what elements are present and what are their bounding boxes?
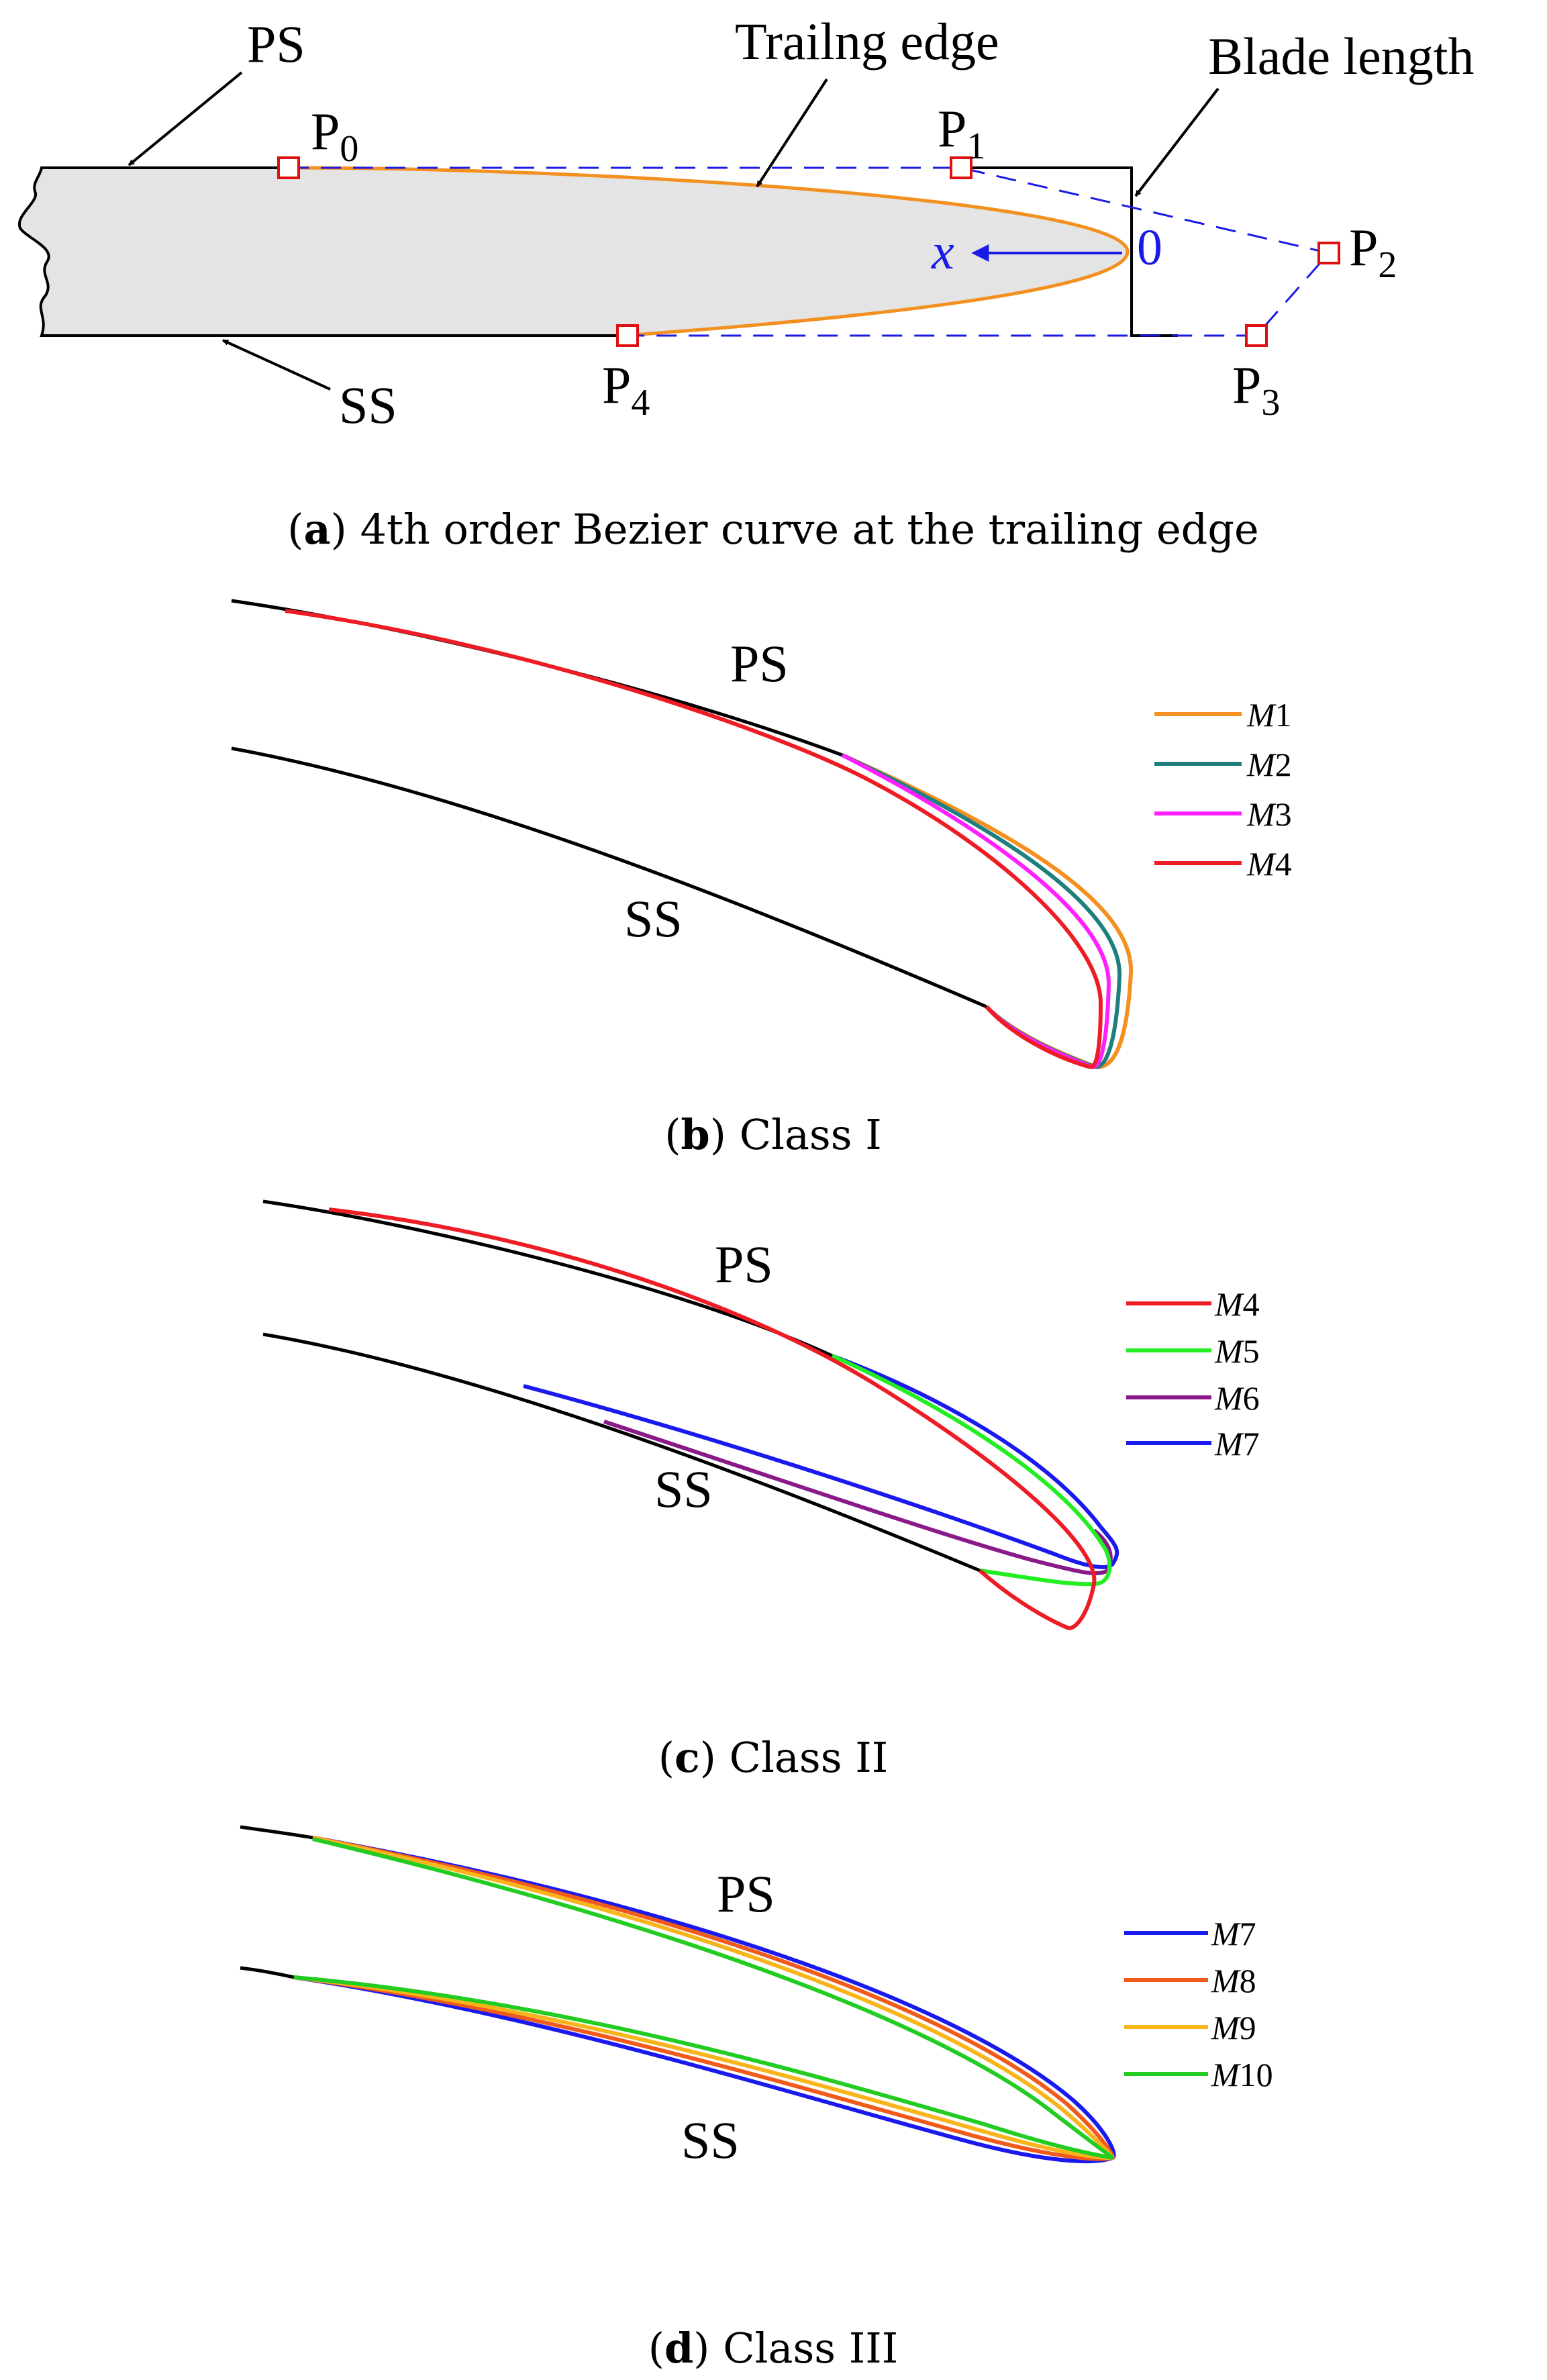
trailing-edge-leader-arrow <box>756 78 828 188</box>
legend-c-label-m4: M4 <box>1214 1285 1260 1323</box>
legend-b: M1 M2 M3 M4 <box>1154 696 1292 883</box>
ps-label-d: PS <box>717 1865 775 1923</box>
ps-label-c: PS <box>715 1235 773 1293</box>
curve-m5 <box>831 1354 1112 1587</box>
blade-length-leader-arrow <box>1134 87 1219 197</box>
legend-c-label-m6: M6 <box>1214 1379 1260 1417</box>
curve-m9-ps <box>312 1836 1115 2159</box>
control-point-p4-label: P4 <box>602 356 650 424</box>
curve-m10-ps <box>312 1837 1114 2160</box>
ps-label: PS <box>247 15 305 73</box>
legend-b-label-m1: M1 <box>1246 696 1292 734</box>
curve-m2 <box>841 753 1122 1070</box>
ps-label-b: PS <box>730 634 789 693</box>
curve-m3 <box>841 753 1111 1070</box>
legend-b-label-m3: M3 <box>1246 795 1292 833</box>
legend-d: M7 M8 M9 M10 <box>1124 1915 1273 2093</box>
ss-baseline-curve-c <box>262 1332 981 1573</box>
control-point-p0-label: P0 <box>311 102 358 170</box>
ps-leader-arrow <box>128 71 243 166</box>
control-point-p2-marker <box>1317 242 1340 264</box>
curve-m7 <box>523 1354 1119 1569</box>
ss-label-b: SS <box>624 889 683 948</box>
ss-stub-d <box>240 1966 295 1979</box>
control-point-p1-label: P1 <box>938 99 985 167</box>
control-point-p0-marker <box>277 156 300 179</box>
legend-d-label-m8: M8 <box>1211 1962 1256 1999</box>
panel-d: PS SS M7 M8 M9 M10 (d) Class III <box>240 1825 1273 2373</box>
control-point-p1-marker <box>950 156 972 179</box>
caption-b: (b) Class I <box>664 1110 882 1159</box>
ss-label-c: SS <box>654 1460 713 1518</box>
curve-m8-ps <box>312 1836 1115 2159</box>
ss-label: SS <box>339 376 397 434</box>
curve-m4-c <box>328 1207 1097 1630</box>
legend-d-label-m10: M10 <box>1211 2056 1273 2093</box>
caption-c: (c) Class II <box>658 1733 888 1782</box>
curve-m9-ss <box>293 1975 1113 2161</box>
legend-d-label-m9: M9 <box>1211 2009 1256 2046</box>
caption-d: (d) Class III <box>648 2324 899 2373</box>
panel-a: x 0 PS SS Trailng edge Blade length P0 P… <box>17 12 1474 554</box>
blade-length-label: Blade length <box>1208 27 1474 85</box>
curve-m7-ss <box>293 1975 1114 2164</box>
panel-b: PS SS M1 M2 M3 M4 (b) Class I <box>231 599 1292 1159</box>
curve-m4 <box>285 609 1103 1070</box>
control-point-p2-label: P2 <box>1349 218 1397 286</box>
control-point-p3-label: P3 <box>1232 356 1280 424</box>
origin-label: 0 <box>1137 219 1162 276</box>
legend-c-label-m7: M7 <box>1214 1425 1260 1462</box>
legend-b-label-m4: M4 <box>1246 845 1292 883</box>
blade-body <box>19 168 1128 336</box>
blade-outline <box>17 166 624 337</box>
caption-a: (a) 4th order Bezier curve at the traili… <box>287 505 1258 554</box>
trailing-edge-label: Trailng edge <box>735 12 999 70</box>
ss-leader-arrow <box>222 339 331 391</box>
legend-d-label-m7: M7 <box>1211 1915 1256 1952</box>
control-point-p3-marker <box>1245 324 1268 347</box>
bezier-trailing-edge-curve <box>288 166 1130 338</box>
legend-c: M4 M5 M6 M7 <box>1126 1285 1260 1462</box>
ps-stub-d <box>240 1825 313 1840</box>
ss-baseline-curve <box>231 746 987 1009</box>
curve-m10-ss <box>293 1975 1113 2160</box>
ss-label-d: SS <box>681 2111 740 2169</box>
legend-b-label-m2: M2 <box>1246 746 1292 783</box>
legend-c-label-m5: M5 <box>1214 1332 1260 1370</box>
x-axis-label: x <box>931 224 954 280</box>
panel-c: PS SS M4 M5 M6 M7 (c) Class II <box>262 1199 1260 1782</box>
control-point-p4-marker <box>616 324 639 347</box>
curve-m8-ss <box>293 1975 1113 2161</box>
